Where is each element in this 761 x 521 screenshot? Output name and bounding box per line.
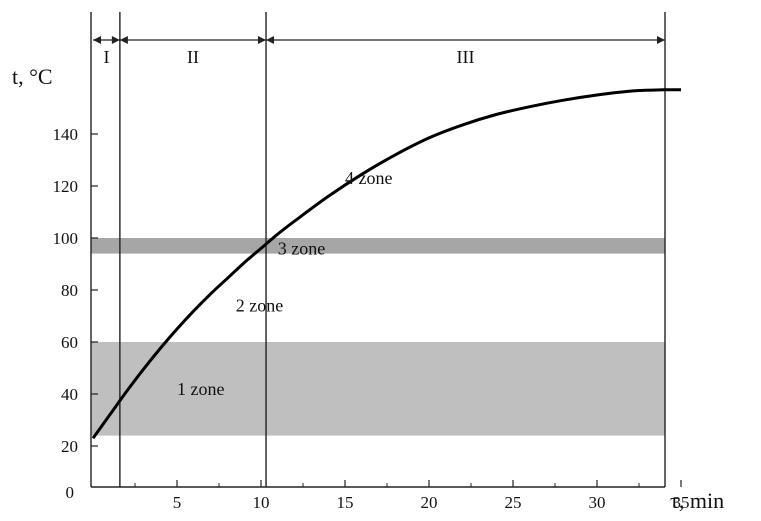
x-tick-label-25: 25 [505, 493, 522, 512]
phase-boundaries [119, 12, 267, 487]
y-tick-label-80: 80 [61, 281, 78, 300]
axis-ticks: 20 40 60 80 100 120 140 5 10 15 20 25 30 35 [53, 125, 690, 512]
x-axis-title: τ, min [670, 488, 724, 513]
y-tick-label-40: 40 [61, 385, 78, 404]
x-tick-label-30: 30 [589, 493, 606, 512]
y-tick-label-120: 120 [53, 177, 79, 196]
y-tick-label-60: 60 [61, 333, 78, 352]
phase-arrowhead-left-3 [266, 36, 275, 44]
zone-band-1 [91, 342, 665, 436]
x-tick-label-35: 35 [673, 493, 690, 512]
y-tick-label-140: 140 [53, 125, 79, 144]
phase-arrowhead-right-2 [258, 36, 267, 44]
phase-arrows: I II III [93, 36, 665, 67]
phase-arrowhead-left-1 [93, 36, 101, 44]
phase-arrowhead-left-2 [119, 36, 128, 44]
zone-label-4: 4 zone [345, 168, 392, 188]
temperature-curve [91, 88, 682, 440]
phase-label-3: III [457, 47, 475, 67]
zone-label-1: 1 zone [177, 379, 224, 399]
phase-label-1: I [103, 47, 109, 67]
phase-arrowhead-right-3 [657, 36, 665, 44]
x-tick-label-20: 20 [421, 493, 438, 512]
zone-band-2 [91, 238, 665, 254]
y-tick-label-100: 100 [53, 229, 79, 248]
y-axis-title: t, °C [12, 64, 53, 89]
phase-arrowhead-right-1 [111, 36, 120, 44]
zone-labels: 1 zone 2 zone 3 zone 4 zone [177, 168, 392, 399]
x-tick-label-15: 15 [337, 493, 354, 512]
y-tick-label-20: 20 [61, 437, 78, 456]
origin-label: 0 [66, 483, 75, 502]
series-layer [91, 88, 682, 440]
phase-label-2: II [187, 47, 199, 67]
zone-bands [91, 238, 665, 436]
zone-label-2: 2 zone [236, 296, 283, 316]
x-tick-label-10: 10 [253, 493, 270, 512]
x-tick-label-5: 5 [173, 493, 182, 512]
zone-label-3: 3 zone [278, 238, 325, 258]
